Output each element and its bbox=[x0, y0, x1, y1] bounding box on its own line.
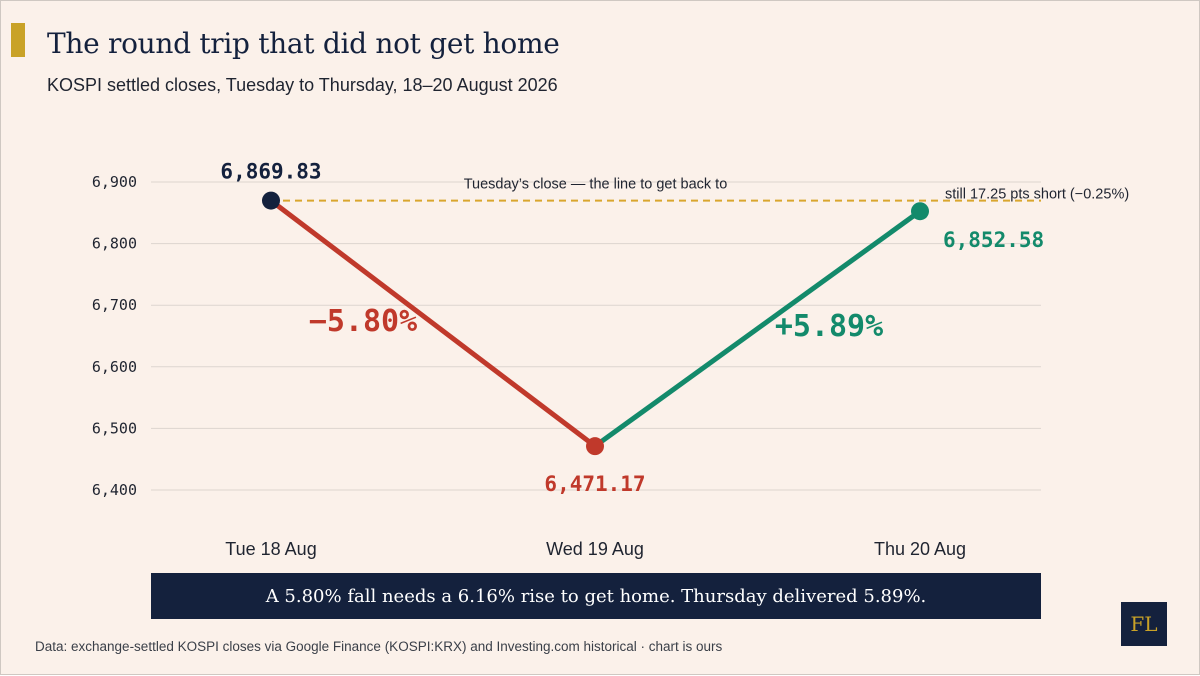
chart-subtitle: KOSPI settled closes, Tuesday to Thursda… bbox=[47, 75, 558, 95]
x-tick-label: Wed 19 Aug bbox=[546, 539, 644, 559]
fall-percent-label: −5.80% bbox=[309, 304, 417, 339]
callout-banner: A 5.80% fall needs a 6.16% rise to get h… bbox=[151, 573, 1041, 619]
y-tick-label: 6,400 bbox=[92, 481, 137, 499]
y-tick-label: 6,800 bbox=[92, 235, 137, 253]
x-tick-label: Thu 20 Aug bbox=[874, 539, 966, 559]
value-label-thu: 6,852.58 bbox=[943, 228, 1044, 252]
source-note: Data: exchange-settled KOSPI closes via … bbox=[35, 639, 723, 654]
y-tick-label: 6,500 bbox=[92, 419, 137, 437]
data-point bbox=[911, 202, 929, 221]
chart-title: The round trip that did not get home bbox=[47, 27, 560, 60]
y-tick-label: 6,600 bbox=[92, 358, 137, 376]
y-tick-label: 6,900 bbox=[92, 173, 137, 191]
y-tick-label: 6,700 bbox=[92, 296, 137, 314]
data-point bbox=[262, 191, 280, 210]
accent-bar bbox=[11, 23, 25, 57]
x-tick-label: Tue 18 Aug bbox=[225, 539, 316, 559]
value-label-tue: 6,869.83 bbox=[220, 160, 321, 184]
rise-percent-label: +5.89% bbox=[775, 309, 883, 344]
rise-segment bbox=[593, 209, 922, 449]
reference-line-label: Tuesday’s close — the line to get back t… bbox=[464, 177, 728, 193]
data-point bbox=[586, 437, 604, 456]
brand-logo: FL bbox=[1121, 602, 1167, 646]
shortfall-annotation: still 17.25 pts short (−0.25%) bbox=[945, 187, 1129, 203]
value-label-wed: 6,471.17 bbox=[544, 472, 645, 496]
fall-segment bbox=[269, 198, 597, 449]
